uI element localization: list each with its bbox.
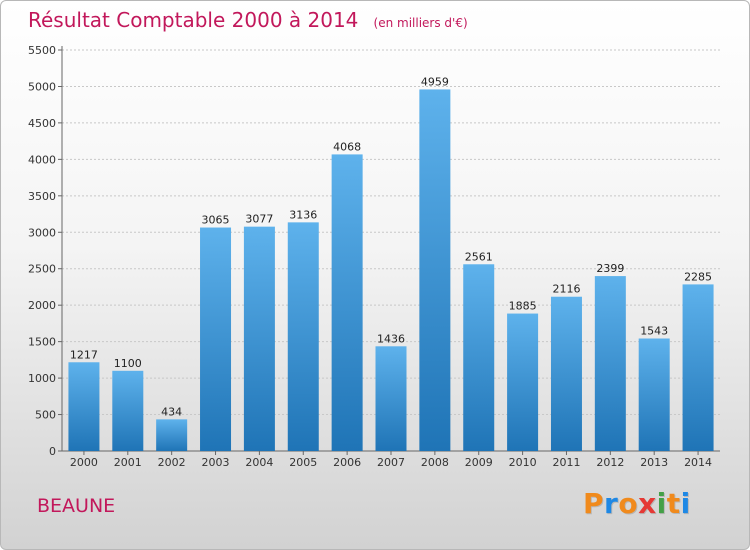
x-tick-label-2010: 2010 [509,456,537,469]
x-tick-label-2008: 2008 [421,456,449,469]
chart-title-text: Résultat Comptable 2000 à 2014 [28,8,359,32]
x-tick-label-2005: 2005 [289,456,317,469]
x-tick-label-2007: 2007 [377,456,405,469]
y-tick-label: 2000 [28,299,56,312]
chart-title: Résultat Comptable 2000 à 2014 (en milli… [28,8,468,32]
x-tick-label-2001: 2001 [114,456,142,469]
logo-letter: o [618,487,639,520]
y-tick-label: 3500 [28,190,56,203]
bar-2013 [638,338,670,451]
y-tick-labels: 0 500 1000 1500 2000 2500 3000 3500 4000 4500 5000… [28,44,56,458]
x-tick-label-2012: 2012 [596,456,624,469]
chart-unit: (en milliers d'€) [373,16,468,30]
y-tick-label: 1000 [28,372,56,385]
data-label-2012: 2399 [596,262,624,275]
bar-2006 [331,154,363,451]
y-tick-label: 500 [35,409,56,422]
logo-letter: i [656,487,667,520]
bar-2010 [507,313,539,451]
data-label-2001: 1100 [114,357,142,370]
data-label-2003: 3065 [202,214,230,227]
x-tick-label-2014: 2014 [684,456,712,469]
data-label-2002: 434 [161,405,182,418]
bar-2014 [682,284,714,451]
bar-2011 [550,296,582,451]
y-tick-label: 2500 [28,263,56,276]
bar-2005 [287,222,319,451]
bars [68,89,714,451]
x-tick-label-2013: 2013 [640,456,668,469]
data-label-2007: 1436 [377,332,405,345]
data-labels: 1217 1100 434 3065 3077 3136 4068 1436 4959 2561 1… [70,75,712,418]
y-tick-label: 5500 [28,44,56,57]
proxiti-logo[interactable]: Proxiti [583,487,691,520]
bar-2003 [200,227,232,451]
x-tick-label-2000: 2000 [70,456,98,469]
logo-letter: P [583,487,605,520]
x-tick-labels: 2000 2001 2002 2003 2004 2005 2006 2007 2008 2009… [70,456,712,469]
bar-2000 [68,362,100,451]
data-label-2014: 2285 [684,270,712,283]
data-label-2000: 1217 [70,348,98,361]
data-label-2006: 4068 [333,140,361,153]
bar-2002 [156,419,188,451]
y-tick-label: 0 [49,445,56,458]
bar-2004 [243,226,275,451]
data-label-2010: 1885 [509,300,537,313]
x-tick-label-2006: 2006 [333,456,361,469]
logo-letter: x [638,487,657,520]
data-label-2011: 2116 [552,283,580,296]
place-name: BEAUNE [37,495,116,517]
bar-2007 [375,346,407,451]
bar-2008 [419,89,451,451]
logo-letter: i [680,487,691,520]
x-tick-label-2004: 2004 [245,456,273,469]
logo-letter: r [604,487,619,520]
y-tick-label: 5000 [28,80,56,93]
x-tick-label-2003: 2003 [202,456,230,469]
data-label-2013: 1543 [640,325,668,338]
y-tick-label: 1500 [28,336,56,349]
x-tick-label-2009: 2009 [465,456,493,469]
data-label-2005: 3136 [289,208,317,221]
y-tick-label: 3000 [28,226,56,239]
logo-letter: t [666,487,681,520]
x-tick-label-2002: 2002 [158,456,186,469]
y-tick-label: 4500 [28,117,56,130]
bar-2009 [463,264,495,451]
bar-2001 [112,370,144,451]
data-label-2004: 3077 [245,213,273,226]
x-tick-label-2011: 2011 [552,456,580,469]
data-label-2009: 2561 [465,250,493,263]
data-label-2008: 4959 [421,75,449,88]
bar-2012 [594,276,626,451]
y-tick-label: 4000 [28,153,56,166]
